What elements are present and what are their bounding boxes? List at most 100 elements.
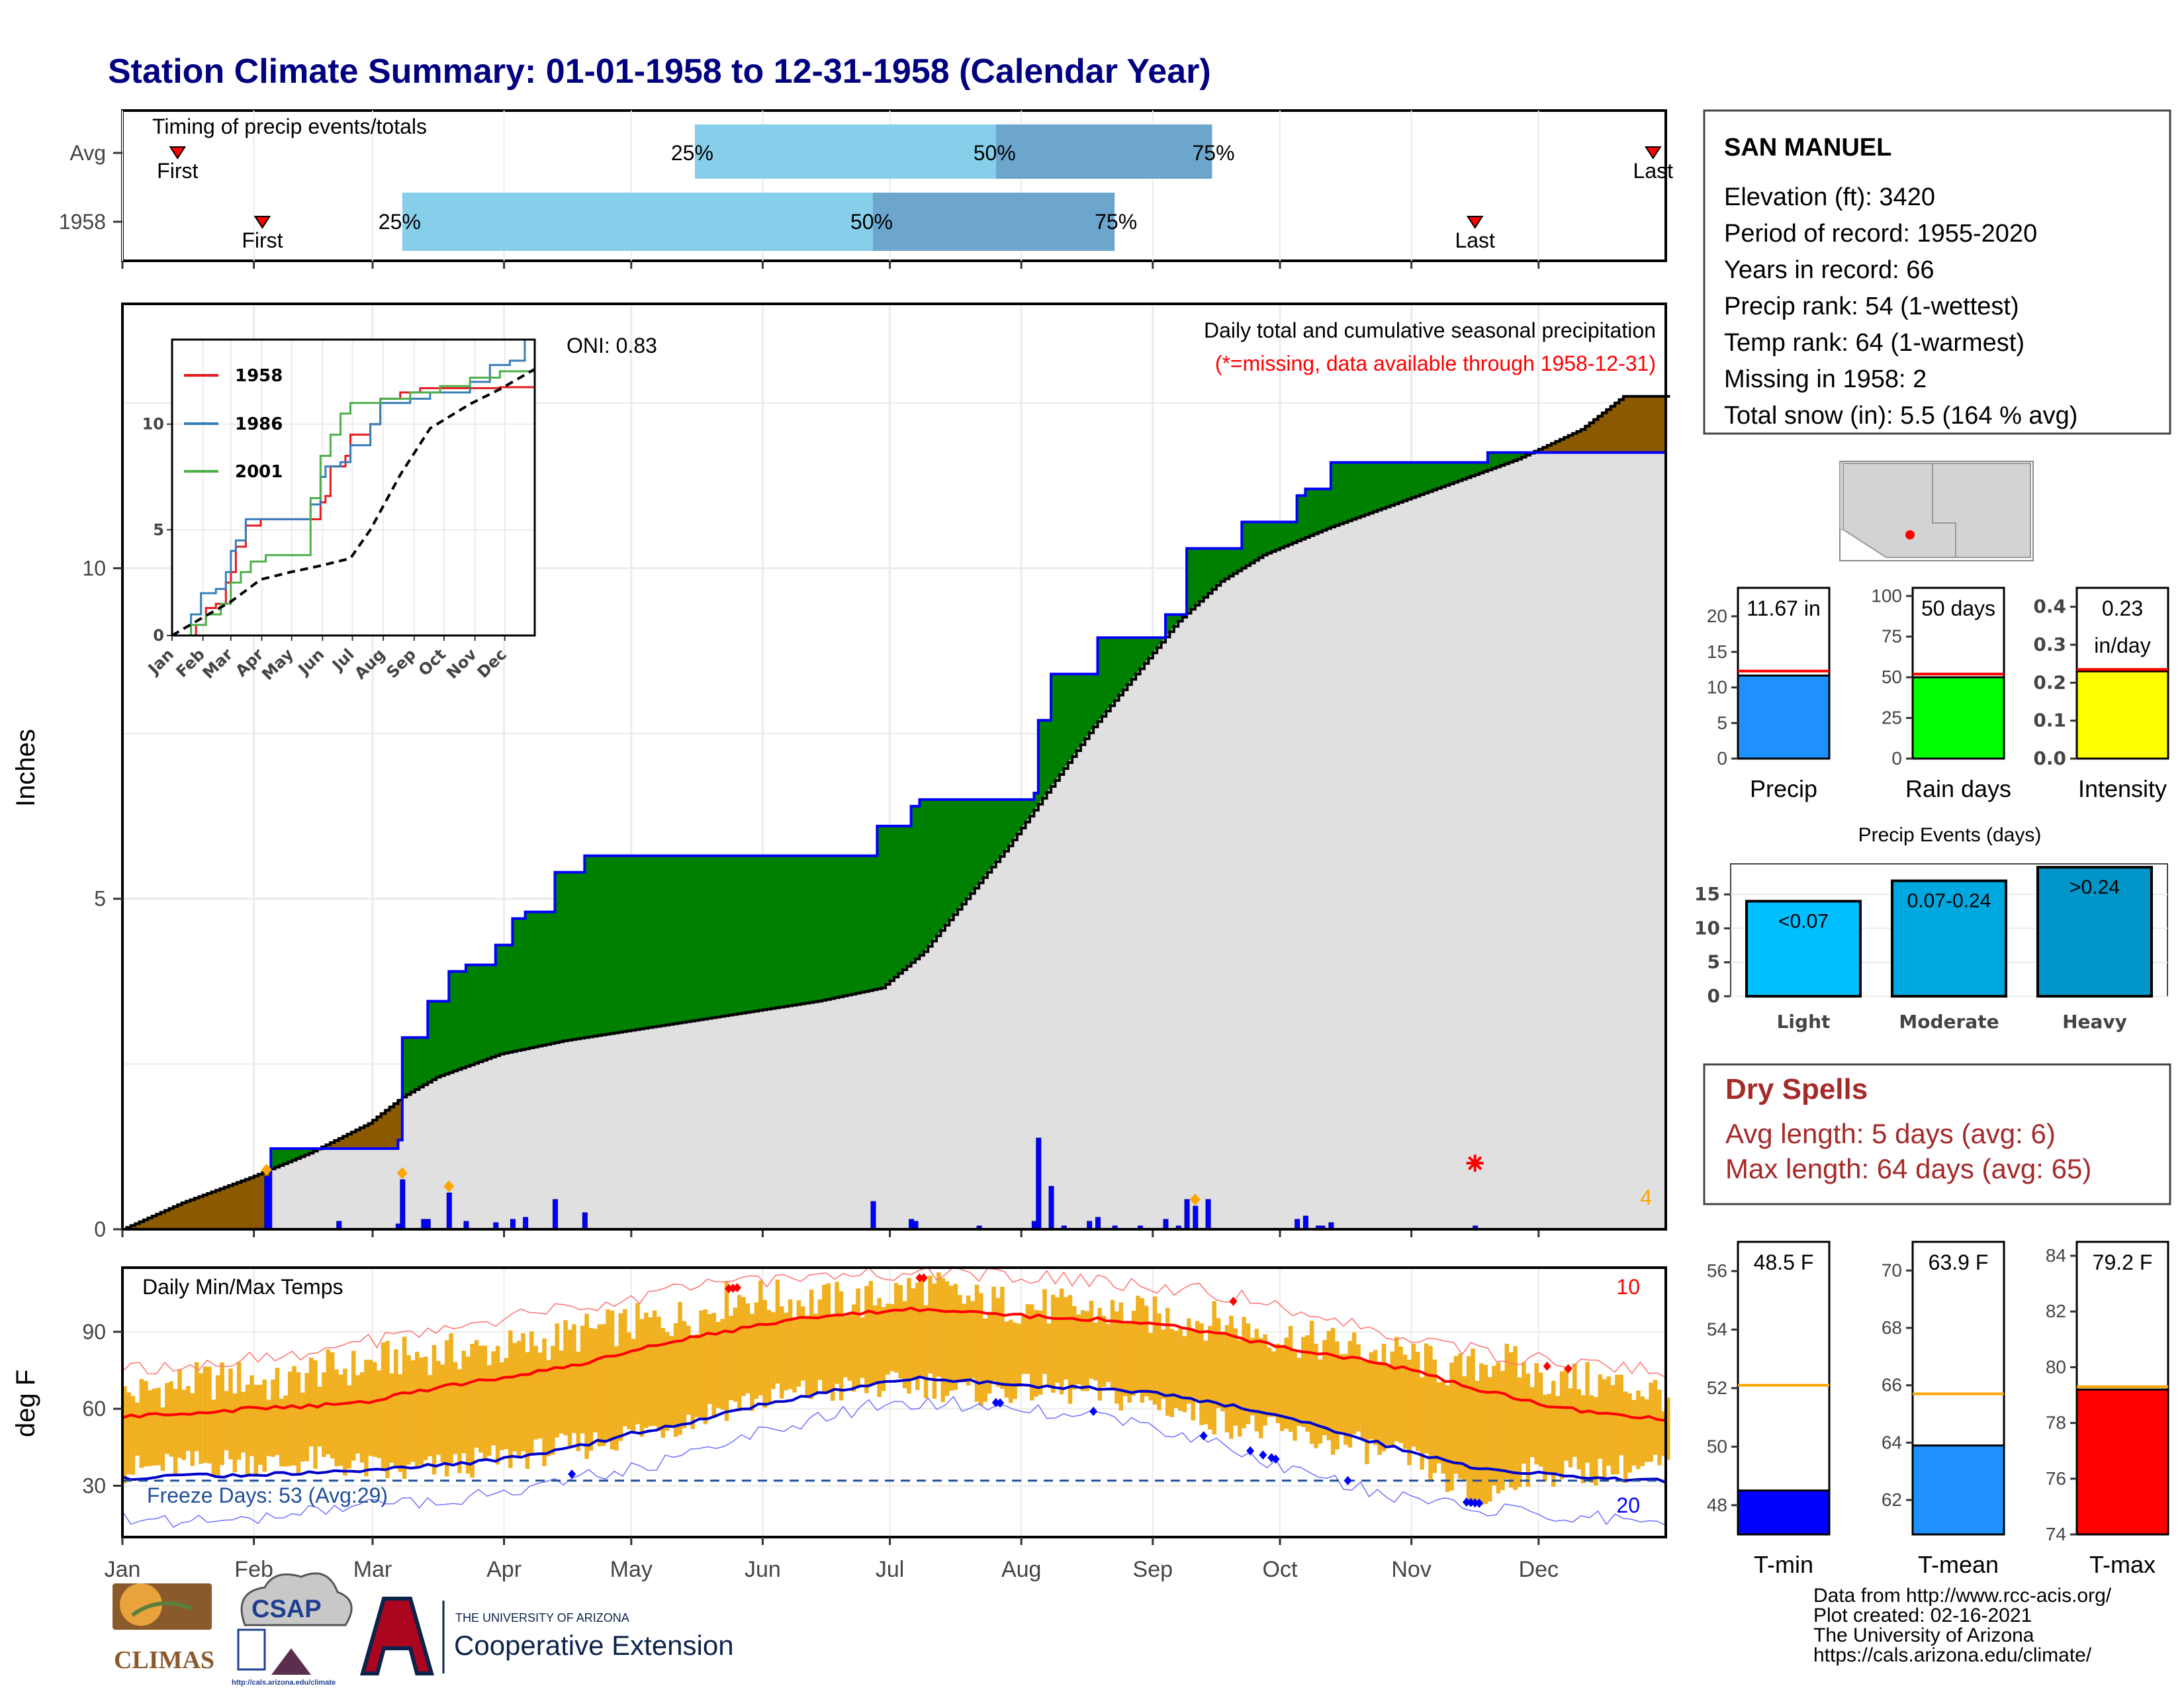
daily-temp-bar xyxy=(1525,1374,1531,1487)
daily-temp-bar xyxy=(228,1368,233,1460)
daily-temp-bar xyxy=(1144,1305,1149,1397)
daily-temp-bar xyxy=(1471,1348,1475,1505)
record-high-marker xyxy=(915,1273,924,1283)
daily-temp-bar xyxy=(508,1330,513,1468)
daily-temp-bar xyxy=(1301,1336,1306,1427)
daily-temp-bar xyxy=(839,1291,844,1401)
above-average-fill xyxy=(1068,674,1073,763)
summary-bar-ytick-label: 74 xyxy=(2046,1524,2066,1544)
daily-temp-bar xyxy=(877,1297,882,1397)
average-max-line xyxy=(122,1306,1666,1422)
above-average-fill xyxy=(796,855,801,1005)
summary-bar-ytick-label: 50 xyxy=(1882,667,1902,687)
above-average-fill xyxy=(1013,799,1018,840)
daily-temp-bar xyxy=(1330,1327,1336,1455)
daily-temp-bar xyxy=(894,1283,899,1373)
daily-temp-bar xyxy=(423,1356,428,1460)
daily-temp-bar xyxy=(1529,1387,1535,1458)
footer-line-univ: The University of Arizona xyxy=(1813,1624,2034,1646)
daily-temp-bar xyxy=(465,1356,471,1474)
daily-precip-bar xyxy=(582,1212,588,1230)
daily-temp-bar xyxy=(995,1297,1001,1387)
daily-temp-bar xyxy=(122,1385,127,1484)
timing-last-marker xyxy=(1466,216,1484,229)
daily-temp-bar xyxy=(322,1372,326,1458)
daily-temp-bar xyxy=(1173,1331,1179,1409)
precip-ylabel: Inches xyxy=(11,729,40,807)
daily-temp-bar xyxy=(474,1340,479,1448)
temp-title: Daily Min/Max Temps xyxy=(142,1275,343,1299)
daily-temp-bar xyxy=(232,1393,238,1473)
above-average-fill xyxy=(1254,522,1259,561)
record-low-marker xyxy=(1246,1446,1255,1456)
record-high-marker xyxy=(733,1283,741,1293)
daily-temp-bar xyxy=(1280,1344,1285,1431)
daily-temp-bar xyxy=(139,1379,144,1468)
inset-ytick-label: 0 xyxy=(153,626,164,645)
above-average-fill xyxy=(826,855,831,1000)
daily-temp-bar xyxy=(639,1319,645,1437)
above-average-fill xyxy=(275,1149,280,1168)
summary-bar-value-label: 11.67 in xyxy=(1747,596,1821,620)
daily-temp-bar xyxy=(355,1375,360,1454)
record-low-marker xyxy=(1271,1454,1280,1464)
summary-bars-temp: 48 50 52 54 56 48.5 F T-min 62 64 66 68 70 63.9 F T-m… xyxy=(1707,1241,2169,1578)
precip-corner-count: 4 xyxy=(1640,1186,1652,1209)
daily-temp-bar xyxy=(1004,1321,1009,1398)
daily-temp-bar xyxy=(372,1362,377,1457)
above-average-fill xyxy=(1284,522,1289,547)
daily-temp-bar xyxy=(847,1314,852,1381)
above-average-fill xyxy=(822,855,827,1001)
above-average-fill xyxy=(1250,522,1255,563)
daily-temp-bar xyxy=(313,1360,318,1469)
daily-temp-bar xyxy=(966,1295,971,1386)
above-average-fill xyxy=(1339,462,1344,524)
above-average-fill xyxy=(495,945,500,1056)
daily-temp-bar xyxy=(533,1346,538,1440)
above-average-fill xyxy=(1203,548,1208,598)
summary-bar-value-label: 50 days xyxy=(1921,596,1995,620)
daily-temp-bar xyxy=(1636,1390,1641,1470)
above-average-fill xyxy=(1237,548,1242,571)
daily-temp-bar xyxy=(1458,1353,1463,1479)
daily-precip-bar xyxy=(1193,1205,1199,1230)
daily-temp-bar xyxy=(813,1313,818,1395)
above-average-fill xyxy=(974,799,979,888)
daily-temp-bar xyxy=(593,1329,598,1432)
daily-temp-bar xyxy=(1398,1346,1403,1444)
daily-temp-bar xyxy=(1242,1317,1246,1429)
precip-ytick-label: 10 xyxy=(82,556,106,580)
daily-temp-bar xyxy=(516,1340,522,1458)
above-average-fill xyxy=(461,971,467,1068)
station-line-elevation: Elevation (ft): 3420 xyxy=(1724,183,1935,211)
above-average-fill xyxy=(1208,548,1213,594)
daily-temp-bar xyxy=(1551,1380,1556,1487)
daily-temp-bar xyxy=(266,1399,271,1456)
below-average-fill xyxy=(224,1185,229,1229)
record-low-marker xyxy=(1089,1407,1098,1417)
above-average-fill xyxy=(991,799,997,867)
summary-bar-ytick-label: 10 xyxy=(1707,677,1727,698)
above-average-fill xyxy=(1462,462,1467,479)
above-average-fill xyxy=(1305,489,1310,538)
summary-bar-ytick-label: 48 xyxy=(1707,1495,1727,1515)
daily-temp-bar xyxy=(1314,1343,1318,1448)
above-average-fill xyxy=(801,855,806,1004)
summary-bar-value xyxy=(2075,670,2169,760)
daily-temp-bar xyxy=(1212,1301,1216,1434)
above-average-fill xyxy=(1220,548,1226,582)
daily-temp-bar xyxy=(1208,1326,1212,1430)
above-average-fill xyxy=(1377,462,1383,510)
below-average-fill xyxy=(173,1204,178,1229)
daily-temp-bar xyxy=(1068,1295,1073,1404)
below-average-fill xyxy=(1576,429,1582,453)
dry-spells-box: Dry Spells Avg length: 5 days (avg: 6) M… xyxy=(1703,1063,2171,1205)
timing-bar-25-50 xyxy=(402,193,873,251)
above-average-fill xyxy=(741,855,747,1013)
daily-temp-bar xyxy=(1351,1332,1357,1434)
above-average-fill xyxy=(584,855,590,1038)
daily-temp-bar xyxy=(580,1325,585,1434)
events-ytick-label: 10 xyxy=(1694,917,1720,939)
daily-temp-bar xyxy=(169,1381,173,1457)
daily-temp-bar xyxy=(1420,1377,1424,1470)
